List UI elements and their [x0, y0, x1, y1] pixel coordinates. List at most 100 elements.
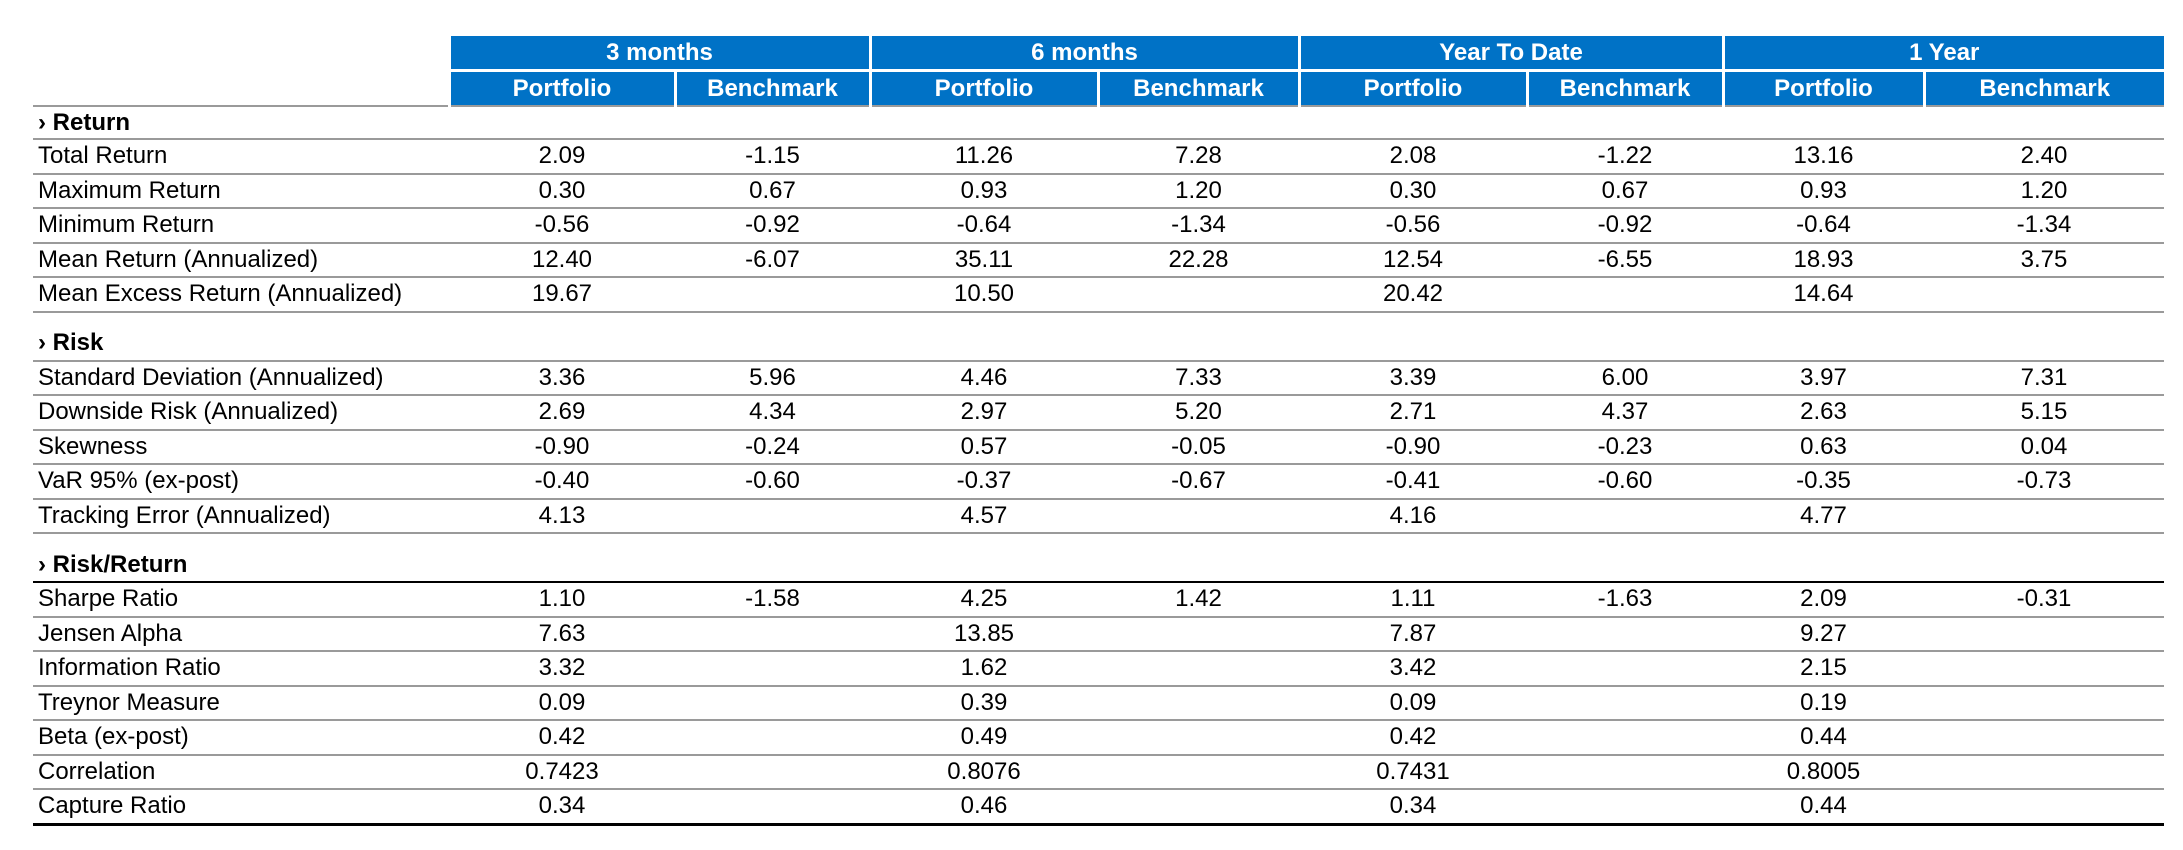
benchmark-value-cell: 6.00	[1527, 360, 1723, 396]
benchmark-value-cell	[1527, 651, 1723, 687]
table-row: Correlation 0.7423 0.8076 0.7431 0.8005	[33, 754, 2164, 790]
row-label: Jensen Alpha	[33, 616, 449, 652]
portfolio-value-cell: 3.32	[449, 651, 675, 687]
benchmark-value-cell: -0.24	[675, 429, 870, 465]
subheader-portfolio: Portfolio	[868, 70, 1098, 107]
benchmark-value-cell	[1098, 754, 1299, 790]
benchmark-value-cell: 7.33	[1098, 360, 1299, 396]
row-label: Maximum Return	[33, 173, 449, 209]
benchmark-value-cell	[1527, 277, 1723, 313]
benchmark-value-cell: -6.55	[1527, 242, 1723, 278]
row-label: VaR 95% (ex-post)	[33, 464, 449, 500]
portfolio-value-cell: 0.39	[870, 685, 1098, 721]
portfolio-value-cell: 2.09	[449, 139, 675, 175]
portfolio-value-cell: 3.97	[1723, 360, 1924, 396]
portfolio-value-cell: -0.64	[1723, 208, 1924, 244]
portfolio-value-cell: 2.15	[1723, 651, 1924, 687]
row-label: Beta (ex-post)	[33, 720, 449, 756]
table-header: 3 months 6 months Year To Date 1 Year Po…	[33, 36, 2164, 107]
benchmark-value-cell	[1527, 616, 1723, 652]
benchmark-value-cell	[1924, 277, 2164, 313]
portfolio-value-cell: 35.11	[870, 242, 1098, 278]
benchmark-value-cell	[675, 789, 870, 826]
table-body: › Return Total Return 2.09 -1.15 11.26 7.28 2.…	[33, 106, 2164, 826]
portfolio-value-cell: 0.42	[449, 720, 675, 756]
portfolio-value-cell: 0.34	[449, 789, 675, 826]
benchmark-value-cell: 22.28	[1098, 242, 1299, 278]
benchmark-value-cell: -1.58	[675, 582, 870, 618]
benchmark-value-cell: -0.92	[1527, 208, 1723, 244]
portfolio-value-cell: 19.67	[449, 277, 675, 313]
spacer-cell	[33, 312, 2164, 327]
portfolio-value-cell: 0.93	[1723, 173, 1924, 209]
benchmark-value-cell: -0.60	[1527, 464, 1723, 500]
portfolio-value-cell: 13.16	[1723, 139, 1924, 175]
portfolio-value-cell: 9.27	[1723, 616, 1924, 652]
subheader-benchmark: Benchmark	[1096, 70, 1299, 107]
portfolio-value-cell: 2.63	[1723, 395, 1924, 431]
benchmark-value-cell: -6.07	[675, 242, 870, 278]
period-header-year-to-date: Year To Date	[1297, 36, 1723, 72]
benchmark-value-cell: -0.23	[1527, 429, 1723, 465]
portfolio-value-cell: 1.11	[1299, 582, 1527, 618]
portfolio-value-cell: 0.63	[1723, 429, 1924, 465]
portfolio-value-cell: 0.93	[870, 173, 1098, 209]
portfolio-value-cell: 0.34	[1299, 789, 1527, 826]
portfolio-value-cell: 20.42	[1299, 277, 1527, 313]
benchmark-value-cell	[1527, 498, 1723, 534]
benchmark-value-cell	[1098, 651, 1299, 687]
portfolio-value-cell: 10.50	[870, 277, 1098, 313]
portfolio-value-cell: 2.97	[870, 395, 1098, 431]
portfolio-value-cell: 0.44	[1723, 720, 1924, 756]
portfolio-value-cell: 4.57	[870, 498, 1098, 534]
portfolio-value-cell: 3.42	[1299, 651, 1527, 687]
portfolio-value-cell: 0.09	[1299, 685, 1527, 721]
benchmark-value-cell	[1527, 685, 1723, 721]
benchmark-value-cell	[1098, 277, 1299, 313]
benchmark-value-cell	[1098, 720, 1299, 756]
benchmark-value-cell	[1924, 498, 2164, 534]
subheader-benchmark: Benchmark	[673, 70, 870, 107]
benchmark-value-cell	[675, 498, 870, 534]
portfolio-value-cell: -0.64	[870, 208, 1098, 244]
table-row: Mean Return (Annualized) 12.40 -6.07 35.11 2…	[33, 242, 2164, 278]
benchmark-value-cell: 0.04	[1924, 429, 2164, 465]
portfolio-value-cell: 0.30	[1299, 173, 1527, 209]
row-label: Mean Excess Return (Annualized)	[33, 277, 449, 313]
row-label: Total Return	[33, 139, 449, 175]
benchmark-value-cell	[1924, 616, 2164, 652]
benchmark-value-cell	[1527, 754, 1723, 790]
portfolio-value-cell: 0.30	[449, 173, 675, 209]
benchmark-value-cell: -0.31	[1924, 582, 2164, 618]
benchmark-value-cell	[1924, 685, 2164, 721]
section-title: › Risk	[33, 326, 2164, 362]
row-label: Downside Risk (Annualized)	[33, 395, 449, 431]
benchmark-value-cell: 5.96	[675, 360, 870, 396]
benchmark-value-cell: -0.60	[675, 464, 870, 500]
portfolio-value-cell: -0.37	[870, 464, 1098, 500]
portfolio-value-cell: 4.16	[1299, 498, 1527, 534]
portfolio-value-cell: 0.19	[1723, 685, 1924, 721]
portfolio-value-cell: 0.44	[1723, 789, 1924, 826]
section-header-row: › Risk	[33, 326, 2164, 362]
portfolio-value-cell: 1.10	[449, 582, 675, 618]
row-label: Sharpe Ratio	[33, 582, 449, 618]
table-row: Beta (ex-post) 0.42 0.49 0.42 0.44	[33, 720, 2164, 756]
benchmark-value-cell	[1527, 789, 1723, 826]
benchmark-value-cell	[1098, 789, 1299, 826]
portfolio-value-cell: 0.57	[870, 429, 1098, 465]
portfolio-value-cell: 2.09	[1723, 582, 1924, 618]
benchmark-value-cell	[1924, 754, 2164, 790]
benchmark-value-cell: 1.20	[1924, 173, 2164, 209]
portfolio-value-cell: 14.64	[1723, 277, 1924, 313]
table-row: Total Return 2.09 -1.15 11.26 7.28 2.08 -1.22 1…	[33, 139, 2164, 175]
row-label: Correlation	[33, 754, 449, 790]
benchmark-value-cell: 4.34	[675, 395, 870, 431]
row-label: Tracking Error (Annualized)	[33, 498, 449, 534]
portfolio-value-cell: -0.40	[449, 464, 675, 500]
subheader-portfolio: Portfolio	[1297, 70, 1527, 107]
portfolio-value-cell: 12.54	[1299, 242, 1527, 278]
period-header-1-year: 1 Year	[1721, 36, 2164, 72]
benchmark-value-cell: -1.22	[1527, 139, 1723, 175]
section-header-row: › Risk/Return	[33, 548, 2164, 583]
